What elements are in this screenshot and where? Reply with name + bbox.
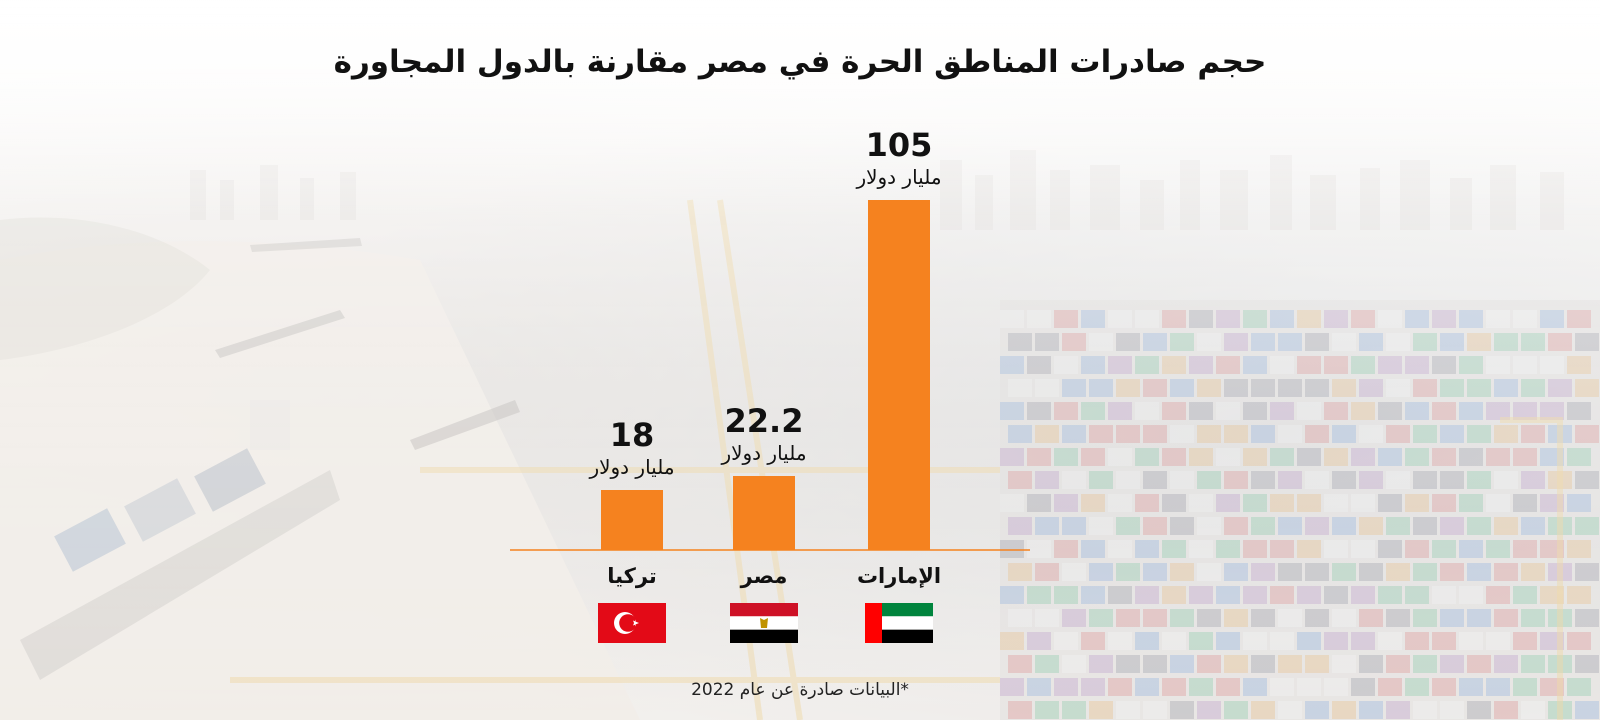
uae-flag-icon xyxy=(865,603,933,643)
bar xyxy=(868,200,930,550)
bar xyxy=(733,476,795,550)
chart-title: حجم صادرات المناطق الحرة في مصر مقارنة ب… xyxy=(333,44,1267,80)
unit-label: مليار دولار xyxy=(855,165,941,189)
turkey-flag-icon xyxy=(598,603,666,643)
unit-label: مليار دولار xyxy=(588,455,674,479)
unit-label: مليار دولار xyxy=(720,441,806,465)
category-label: مصر xyxy=(740,564,788,588)
value-label: 22.2 xyxy=(725,402,804,440)
bar xyxy=(601,490,663,550)
egypt-flag-icon xyxy=(730,603,798,643)
value-label: 18 xyxy=(610,416,655,454)
category-label: تركيا xyxy=(607,564,657,588)
footnote: *البيانات صادرة عن عام 2022 xyxy=(691,680,909,700)
value-label: 105 xyxy=(866,126,933,164)
category-label: الإمارات xyxy=(857,564,941,588)
